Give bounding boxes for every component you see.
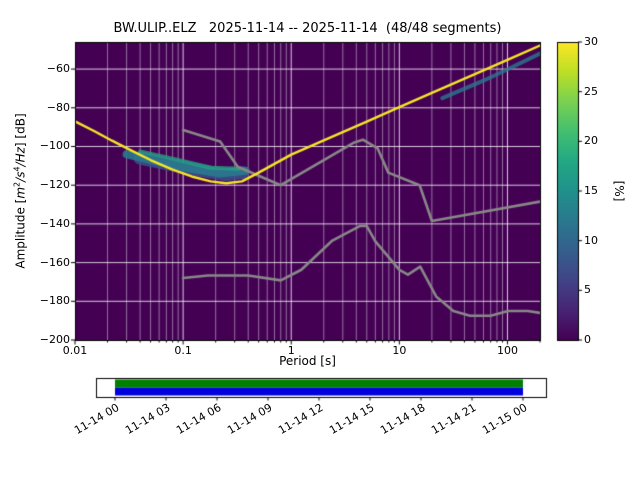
y-tick-label: −140 xyxy=(39,216,70,230)
y-axis-exp-4: 4 xyxy=(12,166,22,172)
y-axis-exp-2: 2 xyxy=(12,181,22,187)
colorbar-tick-label: 5 xyxy=(584,283,591,297)
y-axis-unit-s: /s xyxy=(13,171,28,182)
x-axis-label: Period [s] xyxy=(279,354,336,368)
colorbar-tick-label: 20 xyxy=(584,134,598,148)
y-tick-label: −160 xyxy=(39,255,70,269)
y-axis-unit-hz: /Hz xyxy=(13,147,28,167)
y-axis-label-db: ] [dB] xyxy=(13,113,28,148)
y-tick-label: −120 xyxy=(39,178,70,192)
y-tick-label: −80 xyxy=(46,100,70,114)
y-tick-label: −180 xyxy=(39,294,70,308)
colorbar-tick-label: 30 xyxy=(584,35,598,48)
plot-title: BW.ULIP..ELZ 2025-11-14 -- 2025-11-14 (4… xyxy=(113,21,502,36)
x-tick-label: 0.1 xyxy=(174,344,192,357)
x-tick-label: 100 xyxy=(496,344,518,357)
colorbar-tick-label: 0 xyxy=(584,333,591,346)
y-axis-unit-m: m xyxy=(13,186,28,199)
colorbar-label: [%] xyxy=(612,180,626,202)
y-tick-label: −60 xyxy=(46,62,70,76)
x-tick-label: 1 xyxy=(287,344,295,357)
colorbar-tick-label: 25 xyxy=(584,84,598,98)
y-tick-label: −200 xyxy=(39,333,70,346)
y-axis-label: Amplitude [m2/s4/Hz] [dB] xyxy=(13,113,28,268)
x-tick-label: 10 xyxy=(392,344,407,357)
y-axis-label-text: Amplitude [ xyxy=(13,198,28,269)
x-tick-label: 0.01 xyxy=(62,344,88,357)
y-tick-label: −100 xyxy=(39,139,70,153)
colorbar-tick-label: 10 xyxy=(584,233,598,247)
colorbar-tick-label: 15 xyxy=(584,184,598,197)
